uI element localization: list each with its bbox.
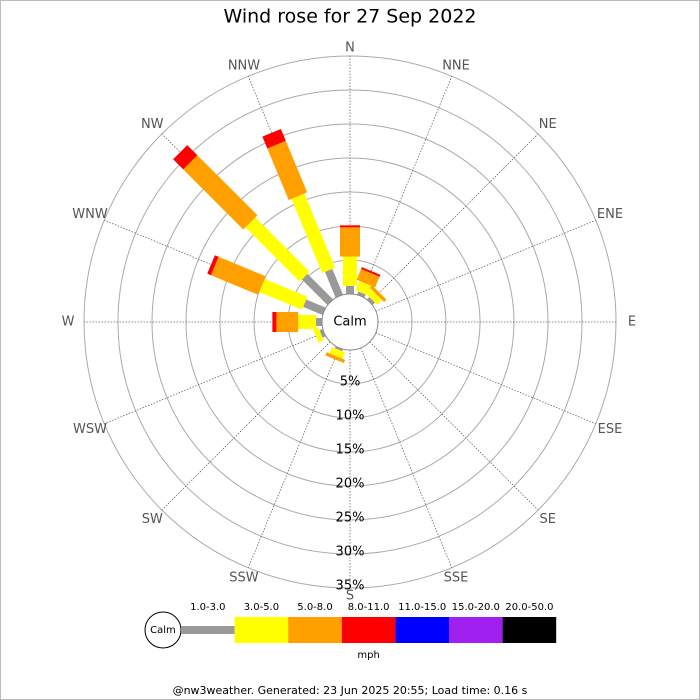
direction-label: E	[628, 315, 636, 330]
wind-bar	[325, 352, 346, 364]
wind-bar	[262, 128, 286, 149]
wind-bar	[340, 227, 360, 257]
footer: @nw3weather. Generated: 23 Jun 2025 20:5…	[173, 684, 528, 697]
direction-label: W	[62, 315, 75, 330]
legend-swatch	[395, 617, 449, 643]
r-tick-label: 15%	[336, 443, 365, 458]
wind-bar	[319, 329, 326, 338]
direction-label: NNW	[228, 59, 260, 74]
legend-label: 8.0-11.0	[348, 602, 390, 613]
legend-swatch	[449, 617, 503, 643]
legend-swatch	[502, 617, 557, 643]
legend-label: 3.0-5.0	[244, 602, 279, 613]
wind-bar	[315, 318, 323, 326]
chart-title: Wind rose for 27 Sep 2022	[223, 6, 476, 28]
direction-label: NNE	[442, 59, 470, 74]
r-tick-label: 35%	[336, 579, 365, 594]
legend-label: 1.0-3.0	[190, 602, 225, 613]
direction-label: S	[346, 589, 354, 604]
direction-spoke	[369, 341, 539, 511]
calm-circle	[321, 293, 379, 351]
direction-spoke	[247, 347, 340, 568]
direction-spoke	[375, 332, 596, 425]
r-tick-label: 30%	[336, 545, 365, 560]
direction-label: N	[345, 41, 355, 56]
wind-bar	[366, 296, 376, 306]
wind-bar	[313, 327, 324, 343]
direction-label: ENE	[597, 207, 623, 222]
calm-label: Calm	[333, 315, 366, 330]
legend-label: 20.0-50.0	[505, 602, 553, 613]
direction-label: WSW	[73, 422, 107, 437]
direction-spoke	[375, 219, 596, 312]
wind-bar	[291, 193, 336, 274]
wind-bar	[301, 273, 334, 306]
wind-bar	[298, 315, 316, 329]
r-tick-label: 25%	[336, 511, 365, 526]
legend-swatch	[341, 617, 396, 643]
r-tick-label: 5%	[340, 375, 361, 390]
direction-label: SW	[142, 512, 163, 527]
legend-swatch	[288, 617, 342, 643]
legend-label: 5.0-8.0	[297, 602, 332, 613]
wind-bar	[259, 279, 308, 310]
wind-bar	[356, 269, 380, 288]
r-tick-label: 20%	[336, 477, 365, 492]
direction-spoke	[369, 133, 539, 303]
direction-label: NW	[141, 117, 164, 132]
wind-bar	[340, 225, 360, 228]
legend-swatch	[234, 617, 289, 643]
legend-label: 11.0-15.0	[398, 602, 446, 613]
wind-bar	[355, 280, 373, 296]
wind-bar	[357, 291, 366, 298]
direction-label: NE	[539, 117, 557, 132]
r-tick-label: 10%	[336, 409, 365, 424]
wind-bar	[367, 290, 382, 305]
legend-label: 15.0-20.0	[452, 602, 500, 613]
wind-bar	[276, 312, 299, 332]
direction-spoke	[360, 347, 453, 568]
direction-label: ESE	[598, 422, 623, 437]
grid-ring	[151, 123, 549, 521]
wind-bar	[173, 145, 198, 170]
wind-bar	[267, 140, 308, 201]
legend-units: mph	[357, 650, 379, 661]
direction-label: SSE	[444, 570, 469, 585]
direction-label: SE	[540, 512, 556, 527]
wind-bar	[343, 256, 357, 286]
wind-bar	[207, 255, 219, 276]
wind-bar	[346, 285, 354, 294]
direction-label: SSW	[229, 570, 259, 585]
wind-bar	[183, 155, 258, 230]
wind-bar	[329, 347, 345, 359]
wind-bar	[245, 217, 310, 282]
direction-spoke	[104, 332, 325, 425]
wind-bar	[303, 299, 326, 315]
wind-bar	[210, 256, 266, 295]
wind-bar	[334, 346, 343, 352]
wind-bar	[361, 267, 381, 277]
wind-bar	[369, 285, 387, 303]
legend-calm-label: Calm	[150, 625, 176, 636]
wind-bar	[324, 268, 343, 298]
direction-spoke	[161, 341, 331, 511]
legend-swatch	[181, 626, 235, 634]
direction-label: WNW	[72, 207, 108, 222]
wind-bar	[272, 312, 277, 332]
direction-spoke	[360, 76, 453, 297]
